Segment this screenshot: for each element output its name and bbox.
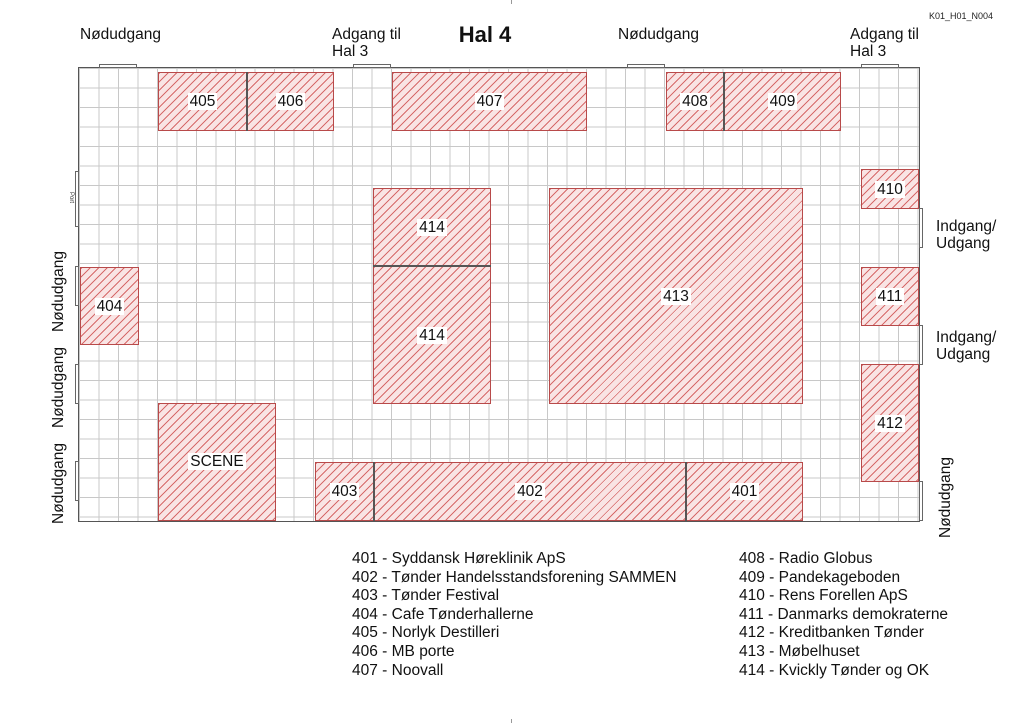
booth-402[interactable]: 402 [374, 462, 686, 521]
booth-413-label: 413 [661, 287, 691, 305]
booth-414-bottom-label: 414 [417, 326, 447, 344]
booth-divider-408-409 [723, 72, 725, 131]
legend-item: 403 - Tønder Festival [352, 587, 500, 605]
legend-item: 405 - Norlyk Destilleri [352, 624, 500, 642]
emergency-exit-label-top-left: Nødudgang [80, 26, 162, 43]
port-door [75, 171, 79, 227]
booth-407-label: 407 [474, 93, 505, 110]
booth-divider-414 [373, 265, 491, 267]
stage-scene[interactable]: SCENE [158, 403, 276, 521]
emergency-exit-label-top-right: Nødudgang [618, 26, 700, 43]
booth-401-label: 401 [729, 483, 760, 500]
legend-right: 408 - Radio Globus 409 - Pandekageboden … [739, 550, 948, 680]
entrance-label-line2: Udgang [936, 346, 991, 363]
page-tick-top [511, 0, 512, 4]
emergency-exit-label-left-1: Nødudgang [50, 250, 67, 332]
entrance-label-line1: Indgang/ [936, 329, 997, 346]
access-label-line1: Adgang til [850, 26, 919, 43]
legend-item: 409 - Pandekageboden [739, 568, 901, 586]
booth-divider-403-402 [373, 462, 375, 521]
entrance-label-1: Indgang/ Udgang [936, 218, 996, 252]
booth-411-label: 411 [875, 288, 905, 305]
door-top-2 [353, 64, 391, 68]
access-hal3-label-left: Adgang til Hal 3 [332, 26, 401, 60]
booth-405[interactable]: 405 [158, 72, 247, 131]
booth-403[interactable]: 403 [315, 462, 374, 521]
booth-407[interactable]: 407 [392, 72, 587, 131]
booth-414-top-label: 414 [417, 219, 447, 236]
door-left-2 [75, 364, 79, 404]
legend-item: 408 - Radio Globus [739, 550, 873, 567]
emergency-exit-label-left-2: Nødudgang [50, 346, 67, 428]
booth-409-label: 409 [767, 93, 798, 110]
access-label-line2: Hal 3 [850, 43, 887, 60]
access-hal3-label-right: Adgang til Hal 3 [850, 26, 919, 60]
access-label-line1: Adgang til [332, 26, 401, 43]
booth-411[interactable]: 411 [861, 267, 919, 326]
door-right-1 [919, 208, 923, 248]
legend-left: 401 - Syddansk Høreklinik ApS 402 - Tønd… [352, 550, 677, 680]
booth-410-label: 410 [875, 180, 905, 198]
booth-401[interactable]: 401 [686, 462, 803, 521]
entrance-label-line1: Indgang/ [936, 218, 997, 235]
booth-404-label: 404 [94, 297, 125, 315]
port-label: Port [68, 192, 74, 204]
booth-405-label: 405 [187, 93, 218, 110]
legend-item: 406 - MB porte [352, 642, 455, 660]
booth-412-label: 412 [875, 414, 905, 432]
legend-item: 413 - Møbelhuset [739, 642, 860, 660]
booth-408[interactable]: 408 [666, 72, 724, 131]
booth-409[interactable]: 409 [724, 72, 841, 131]
legend-item: 414 - Kvickly Tønder og OK [739, 661, 930, 679]
booth-414-top[interactable]: 414 [373, 188, 491, 267]
booth-404[interactable]: 404 [80, 267, 139, 345]
door-top-3 [627, 64, 665, 68]
door-top-4 [861, 64, 899, 68]
door-right-2 [919, 325, 923, 365]
document-code: K01_H01_N004 [929, 11, 994, 21]
booth-410[interactable]: 410 [861, 169, 919, 209]
entrance-label-line2: Udgang [936, 235, 991, 252]
legend-item: 410 - Rens Forellen ApS [739, 587, 908, 605]
booth-413[interactable]: 413 [549, 188, 803, 404]
booth-406-label: 406 [275, 93, 306, 110]
hall-title: Hal 4 [458, 22, 512, 47]
booth-402-label: 402 [515, 483, 545, 500]
legend-item: 404 - Cafe Tønderhallerne [352, 605, 534, 623]
booth-406[interactable]: 406 [247, 72, 334, 131]
door-left-1 [75, 266, 79, 306]
access-label-line2: Hal 3 [332, 43, 369, 60]
entrance-label-2: Indgang/ Udgang [936, 329, 996, 363]
booth-408-label: 408 [680, 93, 710, 110]
emergency-exit-label-left-3: Nødudgang [50, 442, 67, 524]
legend-item: 411 - Danmarks demokraterne [739, 605, 949, 623]
legend-item: 412 - Kreditbanken Tønder [739, 624, 924, 642]
booth-414-bottom[interactable]: 414 [373, 266, 491, 404]
door-top-1 [99, 64, 137, 68]
booth-divider-405-406 [246, 72, 248, 131]
door-right-3 [919, 481, 923, 521]
booth-412[interactable]: 412 [861, 364, 919, 482]
legend-item: 407 - Noovall [352, 661, 444, 679]
page-tick-bottom [511, 719, 512, 723]
booth-403-label: 403 [329, 483, 360, 500]
emergency-exit-label-right: Nødudgang [937, 456, 954, 538]
door-left-3 [75, 461, 79, 501]
stage-scene-label: SCENE [188, 452, 246, 470]
booth-divider-402-401 [685, 462, 687, 521]
legend-item: 401 - Syddansk Høreklinik ApS [352, 550, 566, 567]
legend-item: 402 - Tønder Handelsstandsforening SAMME… [352, 568, 677, 586]
